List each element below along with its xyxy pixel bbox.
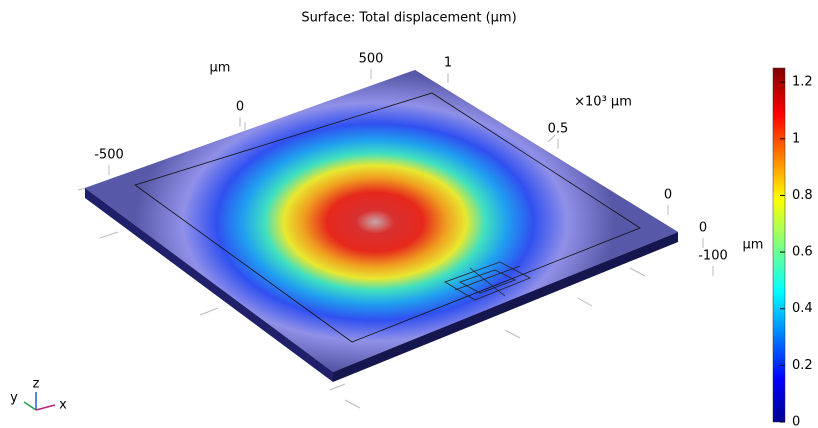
- colorbar-tick-label: 1: [792, 131, 800, 146]
- y-axis-label: µm: [210, 61, 231, 76]
- axis-tick-label: -500: [94, 148, 124, 163]
- axis-tick-label: 0.5: [548, 122, 569, 137]
- colorbar-tick-label: 0.6: [792, 245, 813, 260]
- colorbar-label: µm: [743, 238, 764, 253]
- triad-label: x: [59, 398, 67, 413]
- chart-title: Surface: Total displacement (µm): [301, 11, 516, 26]
- colorbar: [773, 68, 785, 422]
- x-axis-label: ×10³ µm: [574, 95, 632, 110]
- axis-tick-label: 500: [359, 52, 384, 67]
- axis-tick-label: -100: [698, 249, 728, 264]
- colorbar-tick-label: 0.8: [792, 188, 813, 203]
- triad-label: z: [33, 377, 40, 392]
- axis-tick-label: 0: [699, 221, 707, 236]
- triad-label: y: [10, 391, 18, 406]
- colorbar-tick-label: 0: [792, 415, 800, 428]
- colorbar-tick-label: 0.4: [792, 301, 813, 316]
- colorbar-tick-label: 1.2: [792, 75, 813, 90]
- axis-tick-label: 0: [236, 100, 244, 115]
- axis-tick-label: 0: [664, 188, 672, 203]
- triad: [24, 392, 55, 410]
- chart: Surface: Total displacement (µm) z x y µ…: [0, 0, 818, 428]
- colorbar-tick-label: 0.2: [792, 358, 813, 373]
- axis-tick-label: 1: [444, 56, 452, 71]
